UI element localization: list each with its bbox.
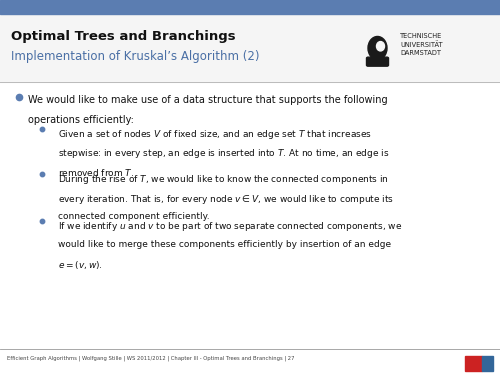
Text: TECHNISCHE
UNIVERSITÄT
DARMSTADT: TECHNISCHE UNIVERSITÄT DARMSTADT [400, 33, 442, 56]
FancyBboxPatch shape [366, 57, 388, 66]
Text: If we identify $u$ and $v$ to be part of two separate connected components, we: If we identify $u$ and $v$ to be part of… [58, 220, 402, 233]
Bar [0, 0, 500, 14]
Text: stepwise: in every step, an edge is inserted into $T$. At no time, an edge is: stepwise: in every step, an edge is inse… [58, 147, 389, 161]
Ellipse shape [368, 36, 387, 60]
Text: removed from $T$.: removed from $T$. [58, 167, 134, 178]
Ellipse shape [376, 42, 384, 51]
Text: During the rise of $T$, we would like to know the connected components in: During the rise of $T$, we would like to… [58, 173, 388, 186]
Text: would like to merge these components efficiently by insertion of an edge: would like to merge these components eff… [58, 240, 390, 249]
Text: Optimal Trees and Branchings: Optimal Trees and Branchings [11, 30, 235, 43]
Text: every iteration. That is, for every node $v \in V$, we would like to compute its: every iteration. That is, for every node… [58, 193, 394, 206]
Bar [0, 14, 500, 82]
Bar [465, 356, 482, 371]
Text: Efficient Graph Algorithms | Wolfgang Stille | WS 2011/2012 | Chapter III - Opti: Efficient Graph Algorithms | Wolfgang St… [7, 355, 294, 361]
Text: Implementation of Kruskal’s Algorithm (2): Implementation of Kruskal’s Algorithm (2… [11, 50, 260, 63]
Text: $e = (v, w)$.: $e = (v, w)$. [58, 259, 102, 271]
Text: We would like to make use of a data structure that supports the following: We would like to make use of a data stru… [28, 95, 387, 105]
Text: Given a set of nodes $V$ of fixed size, and an edge set $T$ that increases: Given a set of nodes $V$ of fixed size, … [58, 128, 372, 141]
Text: operations efficiently:: operations efficiently: [28, 115, 134, 126]
Text: connected component efficiently.: connected component efficiently. [58, 212, 209, 221]
Bar [482, 356, 493, 371]
